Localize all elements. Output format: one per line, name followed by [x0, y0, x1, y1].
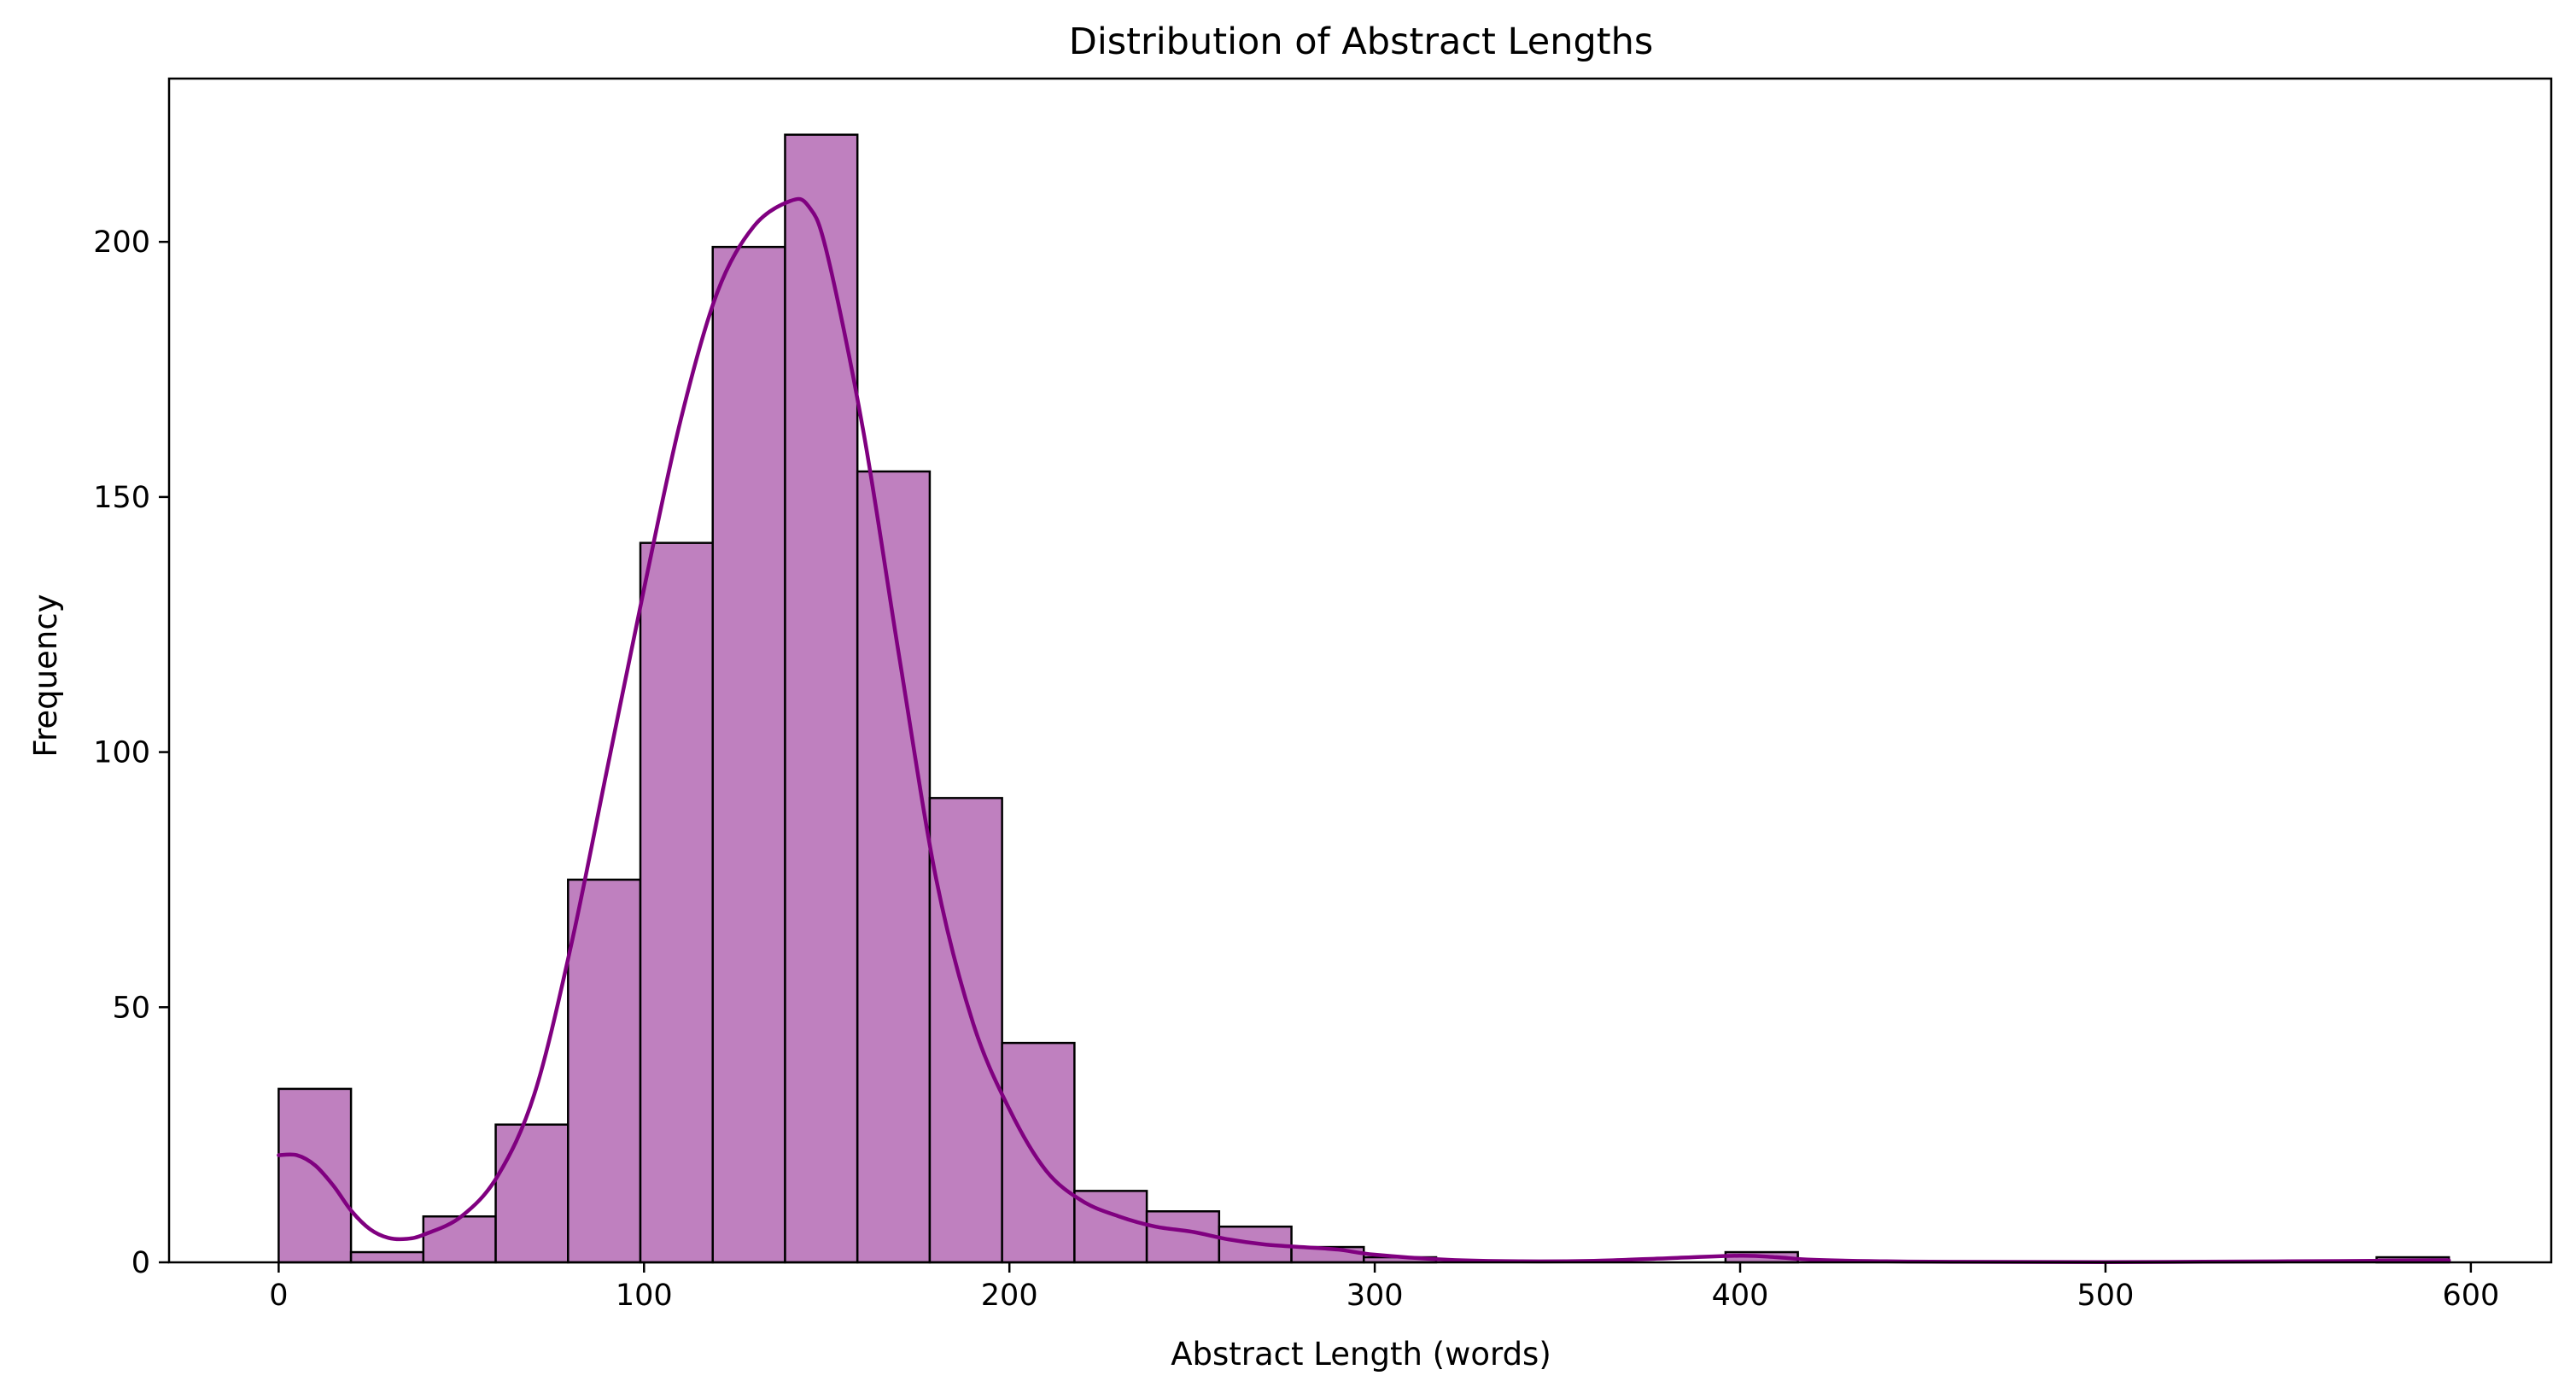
histogram-bar: [784, 133, 859, 1264]
y-tick-label: 150: [93, 481, 150, 515]
y-axis-ticks: 0 50 100 150 200: [93, 225, 169, 1280]
plot-frame: [167, 77, 2553, 1264]
x-tick-label: 300: [1346, 1279, 1404, 1313]
y-tick-label: 0: [131, 1246, 150, 1280]
x-tick-label: 100: [616, 1279, 673, 1313]
x-tick-label: 400: [1712, 1279, 1769, 1313]
x-axis-title: Abstract Length (words): [1171, 1336, 1551, 1373]
histogram-bar: [422, 1215, 497, 1264]
x-tick-label: 200: [981, 1279, 1038, 1313]
x-tick-label: 600: [2442, 1279, 2499, 1313]
histogram-bar: [1001, 1041, 1076, 1264]
histogram-bar: [349, 1250, 425, 1264]
y-tick-label: 100: [93, 736, 150, 770]
y-tick-label: 50: [112, 991, 150, 1025]
histogram-bar: [856, 470, 932, 1264]
histogram-bar: [711, 245, 786, 1264]
y-axis-title: Frequency: [27, 594, 64, 757]
histogram-bar: [277, 1087, 353, 1264]
histogram-bar: [494, 1123, 570, 1264]
kde-curve: [277, 196, 2451, 1264]
x-tick-label: 500: [2077, 1279, 2135, 1313]
x-tick-label: 0: [269, 1279, 288, 1313]
bars-layer: [277, 133, 2450, 1264]
chart-title: Distribution of Abstract Lengths: [1069, 20, 1654, 63]
y-tick-label: 200: [93, 225, 150, 260]
x-axis-ticks: 0 100 200 300 400 500 600: [269, 1262, 2499, 1313]
histogram-bar: [639, 541, 714, 1264]
histogram-bar: [567, 878, 642, 1264]
histogram-bar: [928, 797, 1003, 1264]
